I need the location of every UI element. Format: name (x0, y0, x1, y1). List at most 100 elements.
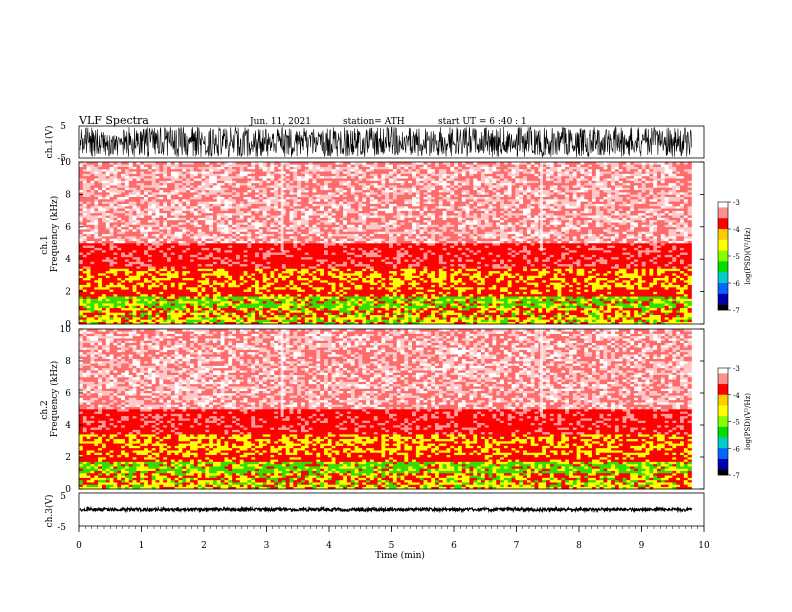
spectrogram-cell (339, 183, 343, 186)
spectrogram-cell (198, 319, 202, 322)
spectrogram-cell (140, 192, 144, 195)
spectrogram-cell (94, 255, 98, 258)
spectrogram-cell (179, 315, 183, 318)
spectrogram-cell (182, 204, 186, 207)
spectrogram-cell (328, 257, 332, 260)
spectrogram-cell (202, 294, 206, 297)
spectrogram-cell (171, 278, 175, 281)
spectrogram-cell (224, 257, 228, 260)
spectrogram-cell (255, 227, 259, 230)
spectrogram-cell (171, 271, 175, 274)
spectrogram-cell (297, 199, 301, 202)
spectrogram-cell (140, 224, 144, 227)
spectrogram-cell (113, 238, 117, 241)
spectrogram-cell (106, 178, 110, 181)
spectrogram-cell (136, 315, 140, 318)
spectrogram-cell (286, 282, 290, 285)
spectrogram-cell (121, 164, 125, 167)
spectrogram-cell (228, 178, 232, 181)
spectrogram-cell (244, 220, 248, 223)
spectrogram-cell (163, 262, 167, 265)
spectrogram-cell (240, 215, 244, 218)
spectrogram-cell (274, 206, 278, 209)
spectrogram-cell (117, 317, 121, 320)
spectrogram-cell (267, 292, 271, 295)
spectrogram-cell (228, 206, 232, 209)
spectrogram-cell (339, 266, 343, 269)
spectrogram-cell (267, 211, 271, 214)
spectrogram-cell (117, 271, 121, 274)
spectrogram-cell (125, 215, 129, 218)
spectrogram-cell (240, 280, 244, 283)
spectrogram-cell (316, 268, 320, 271)
spectrogram-cell (110, 280, 114, 283)
spectrogram-cell (251, 169, 255, 172)
spectrogram-cell (136, 236, 140, 239)
spectrogram-cell (117, 245, 121, 248)
spectrogram-cell (90, 215, 94, 218)
spectrogram-cell (202, 292, 206, 295)
spectrogram-cell (240, 250, 244, 253)
spectrogram-cell (144, 187, 148, 190)
spectrogram-cell (309, 213, 313, 216)
spectrogram-cell (202, 169, 206, 172)
spectrogram-cell (186, 292, 190, 295)
spectrogram-cell (221, 317, 225, 320)
spectrogram-cell (94, 194, 98, 197)
spectrogram-cell (148, 208, 152, 211)
spectrogram-cell (159, 222, 163, 225)
spectrogram-cell (263, 213, 267, 216)
spectrogram-cell (228, 275, 232, 278)
spectrogram-cell (144, 197, 148, 200)
spectrogram-cell (313, 278, 317, 281)
spectrogram-cell (202, 319, 206, 322)
spectrogram-cell (236, 255, 240, 258)
spectrogram-cell (324, 319, 328, 322)
spectrogram-cell (270, 301, 274, 304)
spectrogram-cell (335, 220, 339, 223)
spectrogram-cell (335, 194, 339, 197)
spectrogram-cell (247, 187, 251, 190)
spectrogram-cell (83, 280, 87, 283)
spectrogram-cell (87, 213, 91, 216)
spectrogram-cell (94, 169, 98, 172)
spectrogram-cell (140, 319, 144, 322)
spectrogram-cell (335, 319, 339, 322)
spectrogram-cell (232, 215, 236, 218)
spectrogram-cell (94, 167, 98, 170)
spectrogram-cell (343, 296, 347, 299)
spectrogram-cell (110, 264, 114, 267)
spectrogram-cell (144, 303, 148, 306)
spectrogram-cell (205, 220, 209, 223)
spectrogram-cell (247, 208, 251, 211)
spectrogram-cell (263, 299, 267, 302)
spectrogram-cell (194, 319, 198, 322)
spectrogram-cell (171, 294, 175, 297)
spectrogram-cell (182, 190, 186, 193)
spectrogram-cell (328, 255, 332, 258)
spectrogram-cell (175, 213, 179, 216)
spectrogram-cell (175, 301, 179, 304)
spectrogram-cell (148, 224, 152, 227)
spectrogram-cell (274, 194, 278, 197)
spectrogram-cell (247, 222, 251, 225)
spectrogram-cell (94, 299, 98, 302)
spectrogram-cell (240, 275, 244, 278)
spectrogram-cell (202, 178, 206, 181)
spectrogram-cell (94, 315, 98, 318)
spectrogram-cell (309, 187, 313, 190)
spectrogram-cell (190, 294, 194, 297)
spectrogram-cell (244, 262, 248, 265)
spectrogram-cell (274, 238, 278, 241)
spectrogram-cell (182, 199, 186, 202)
spectrogram-cell (305, 271, 309, 274)
spectrogram-cell (117, 266, 121, 269)
spectrogram-cell (332, 169, 336, 172)
spectrogram-cell (347, 310, 351, 313)
spectrogram-cell (202, 248, 206, 251)
spectrogram-cell (144, 282, 148, 285)
spectrogram-cell (236, 164, 240, 167)
spectrogram-cell (186, 227, 190, 230)
spectrogram-cell (98, 312, 102, 315)
spectrogram-cell (320, 271, 324, 274)
